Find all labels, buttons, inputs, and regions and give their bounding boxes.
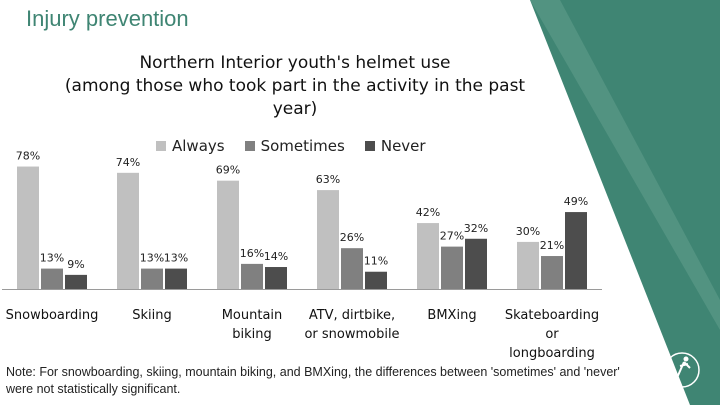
legend-swatch-always (156, 141, 166, 151)
bar-sometimes (41, 268, 63, 289)
data-label-sometimes: 26% (340, 231, 364, 244)
legend-label-never: Never (380, 137, 426, 155)
bar-sometimes (341, 248, 363, 289)
data-label-never: 13% (164, 252, 188, 265)
data-label-sometimes: 13% (140, 252, 164, 265)
bar-never (365, 271, 387, 289)
data-label-never: 14% (264, 250, 288, 263)
legend-label-always: Always (172, 137, 225, 155)
bar-never (165, 268, 187, 289)
category-label: or (545, 327, 559, 342)
chart-title-line: (among those who took part in the activi… (64, 76, 526, 96)
legend-item-never: Never (364, 137, 426, 155)
chart-legend: Always Sometimes Never (156, 137, 446, 155)
category-label: BMXing (427, 308, 476, 323)
bar-sometimes (441, 246, 463, 289)
bar-sometimes (541, 256, 563, 289)
data-label-always: 69% (216, 164, 240, 177)
data-label-always: 74% (116, 156, 140, 169)
bar-always (17, 166, 39, 289)
category-label: or snowmobile (304, 327, 399, 342)
footnote: Note: For snowboarding, skiing, mountain… (6, 365, 620, 396)
bar-never (265, 267, 287, 289)
legend-item-always: Always (156, 137, 225, 155)
category-label: biking (232, 327, 272, 342)
data-label-never: 9% (67, 258, 84, 271)
organization-logo-icon (664, 352, 700, 388)
data-label-never: 32% (464, 222, 488, 235)
legend-item-sometimes: Sometimes (244, 137, 345, 155)
data-label-sometimes: 21% (540, 239, 564, 252)
category-label: ATV, dirtbike, (309, 308, 395, 323)
data-label-never: 11% (364, 255, 388, 268)
data-label-always: 78% (16, 150, 40, 163)
bar-sometimes (141, 268, 163, 289)
chart-title-line: year) (272, 99, 318, 119)
bar-never (565, 212, 587, 289)
bar-always (117, 172, 139, 289)
chart-title: Northern Interior youth's helmet use (am… (60, 52, 530, 121)
category-label: Skiing (132, 308, 172, 323)
bar-sometimes (241, 263, 263, 289)
data-label-never: 49% (564, 195, 588, 208)
category-label: Snowboarding (6, 308, 99, 323)
bar-never (65, 274, 87, 289)
data-label-always: 30% (516, 225, 540, 238)
data-label-always: 42% (416, 206, 440, 219)
bar-never (465, 238, 487, 289)
decorative-panel (530, 0, 720, 405)
legend-swatch-sometimes (244, 141, 255, 151)
category-label: Mountain (222, 308, 283, 323)
legend-swatch-never (364, 141, 375, 151)
data-label-sometimes: 16% (240, 247, 264, 260)
bar-always (517, 241, 539, 289)
slide-title: Injury prevention (26, 6, 189, 31)
data-label-always: 63% (316, 173, 340, 186)
chart-title-line: Northern Interior youth's helmet use (139, 53, 451, 73)
data-label-sometimes: 13% (40, 252, 64, 265)
bar-always (417, 223, 439, 289)
data-label-sometimes: 27% (440, 230, 464, 243)
bar-always (317, 190, 339, 289)
legend-label-sometimes: Sometimes (260, 137, 345, 155)
bar-always (217, 180, 239, 289)
category-label: longboarding (509, 346, 595, 361)
category-label: Skateboarding (505, 308, 599, 323)
